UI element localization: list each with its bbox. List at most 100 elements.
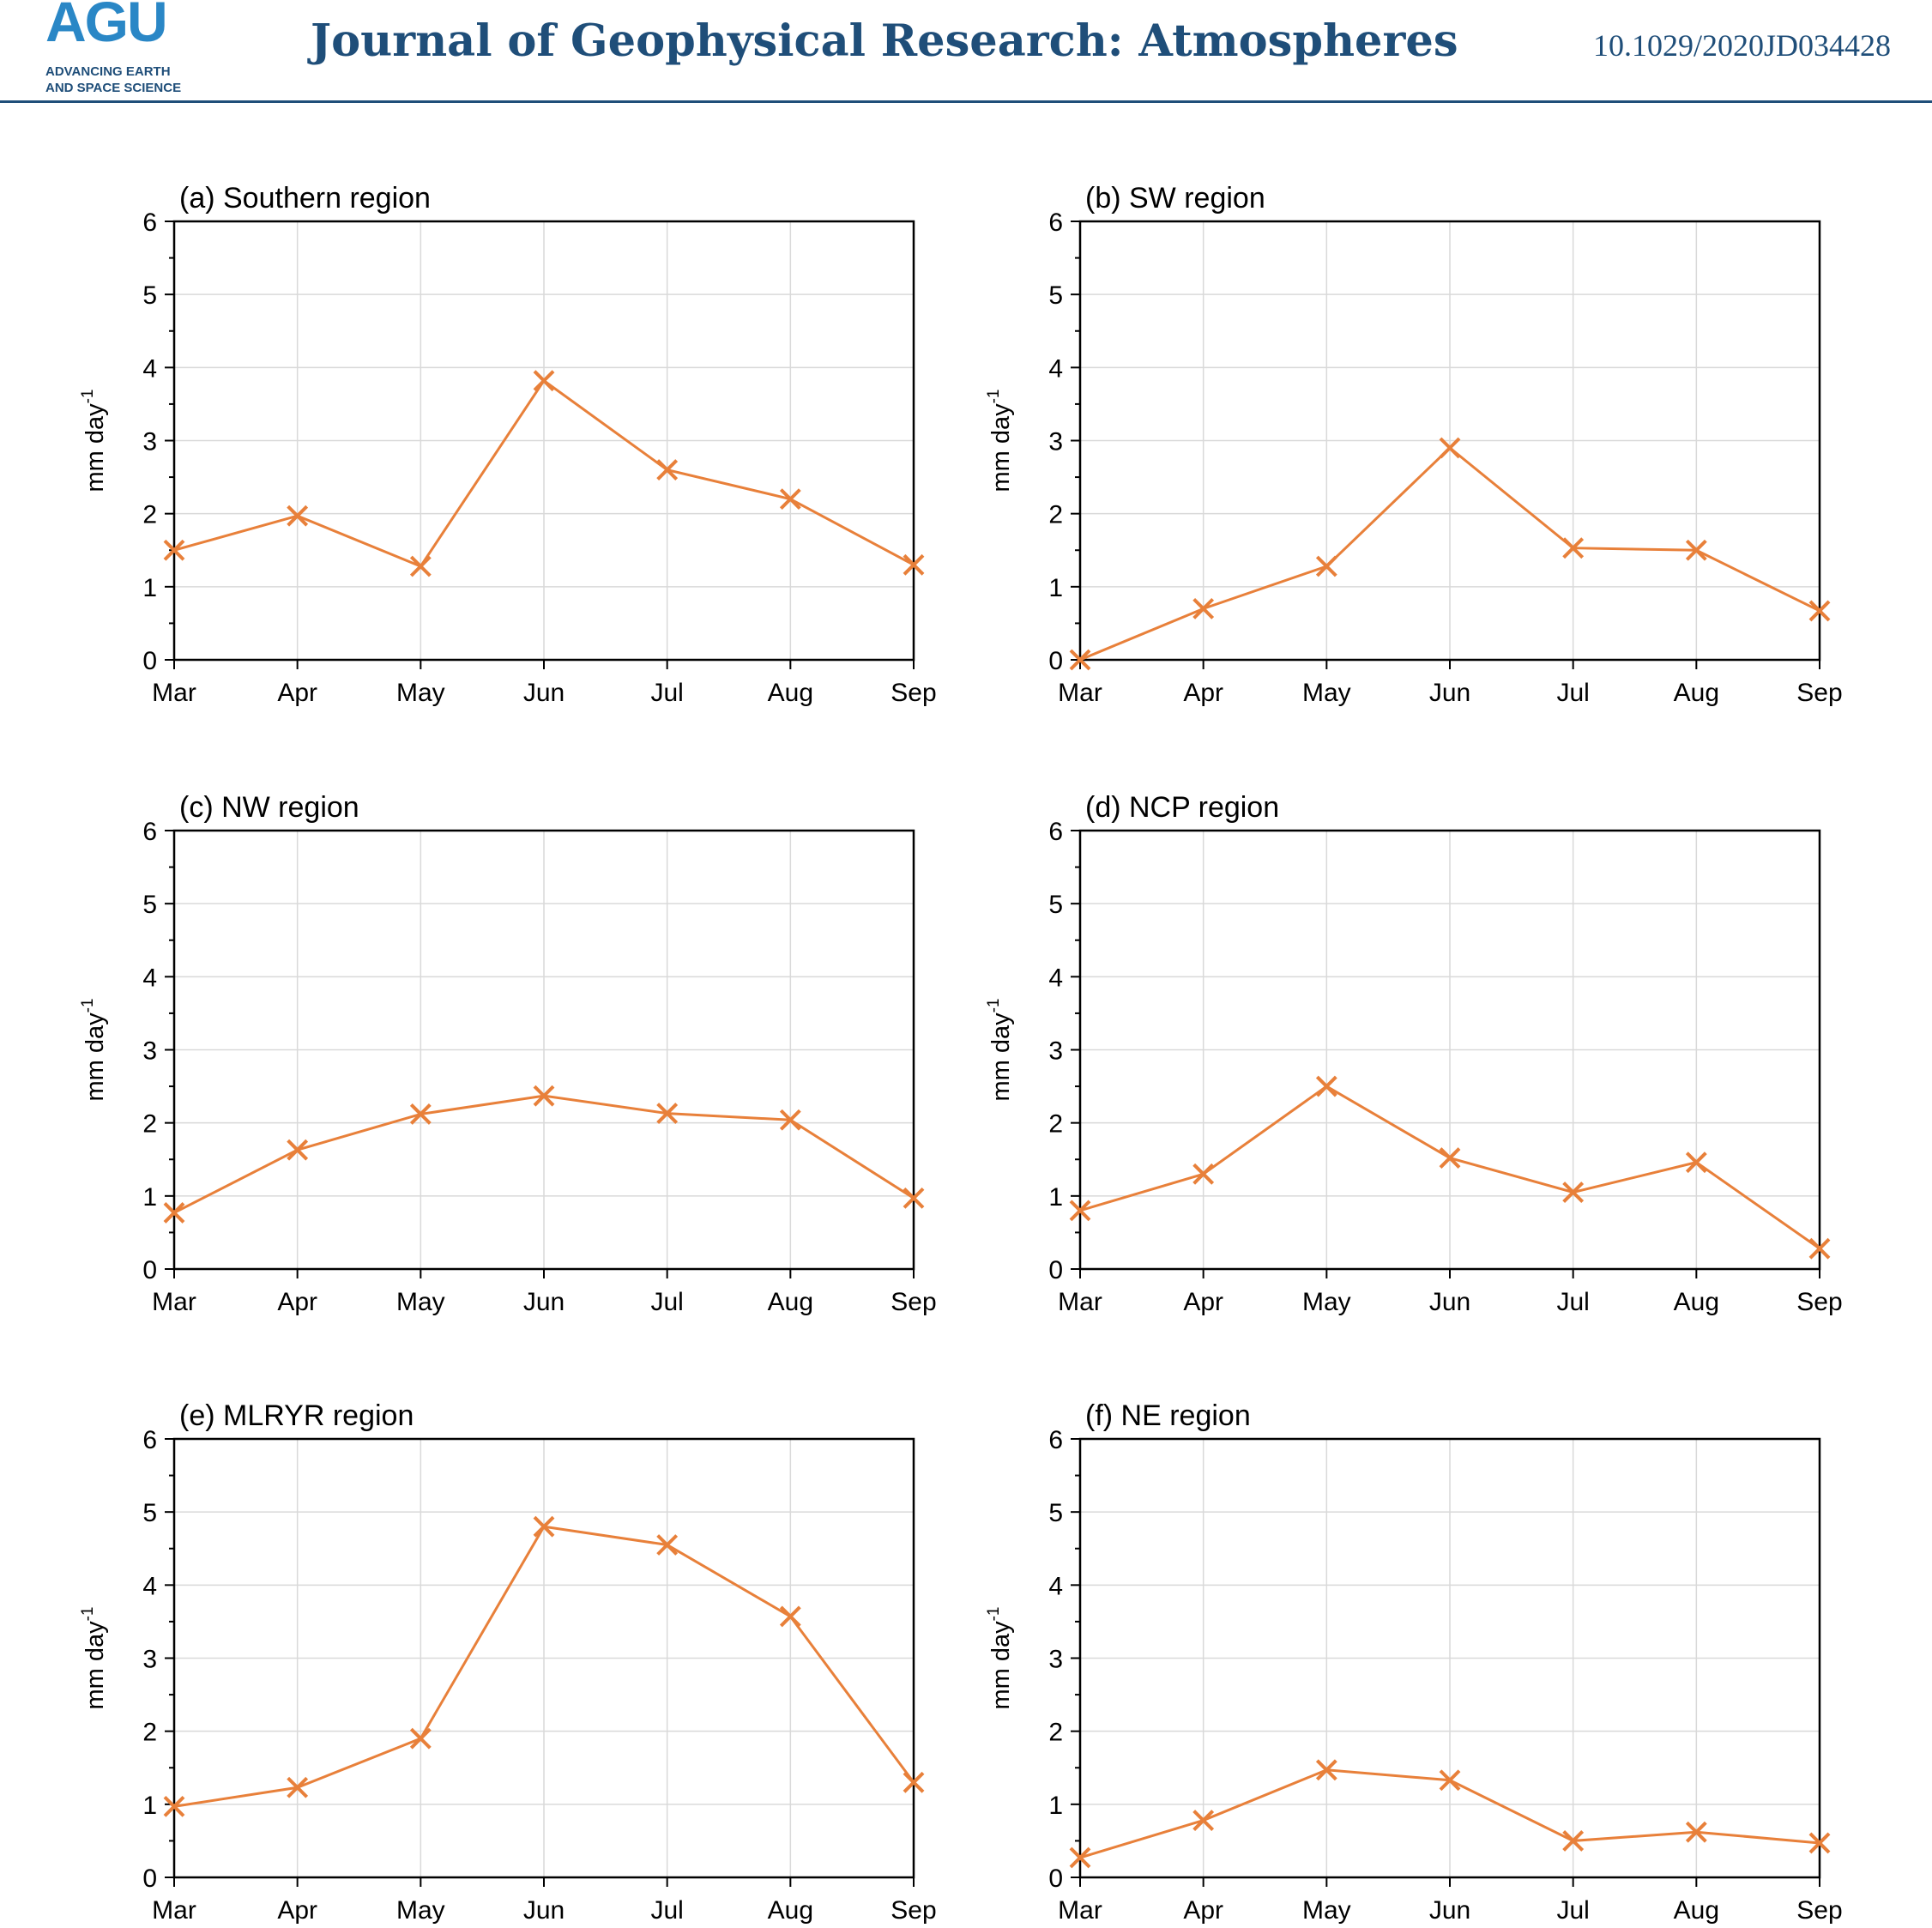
data-point-aug bbox=[1685, 539, 1707, 561]
x-tick-label: Aug bbox=[1674, 1288, 1719, 1316]
y-tick-label: 0 bbox=[142, 1865, 157, 1893]
data-point-sep bbox=[1808, 1832, 1831, 1854]
data-point-jun bbox=[1439, 1769, 1461, 1792]
y-axis-label-exponent: -1 bbox=[985, 389, 1003, 403]
panel-letter: (c) bbox=[179, 791, 221, 824]
data-point-mar bbox=[1069, 649, 1091, 671]
chart-panel-d: 0 1 2 3 4 5 6 Mar Apr May Jun Jul Aug Sep mm day-1 (d) … bbox=[985, 791, 1843, 1316]
x-tick-label: May bbox=[396, 1896, 445, 1925]
x-tick-label: Sep bbox=[891, 1288, 936, 1316]
y-tick-label: 2 bbox=[142, 1110, 157, 1139]
data-point-may bbox=[1315, 1759, 1337, 1781]
agu-logo: AGU ADVANCING EARTH AND SPACE SCIENCE bbox=[39, 0, 197, 96]
region-name: NCP region bbox=[1129, 791, 1279, 824]
x-tick-label: Apr bbox=[1183, 1288, 1223, 1316]
y-tick-label: 1 bbox=[1048, 1792, 1063, 1820]
y-tick-label: 3 bbox=[142, 1646, 157, 1674]
data-point-mar bbox=[163, 1795, 185, 1817]
y-tick-label: 0 bbox=[142, 1256, 157, 1284]
y-tick-label: 4 bbox=[142, 1572, 157, 1600]
x-tick-label: Apr bbox=[277, 679, 317, 707]
y-tick-label: 3 bbox=[1048, 1037, 1063, 1066]
y-tick-label: 0 bbox=[1048, 647, 1063, 675]
data-point-apr bbox=[287, 1776, 309, 1798]
x-tick-label: Jul bbox=[1556, 679, 1589, 707]
data-point-jun bbox=[1439, 437, 1461, 459]
y-tick-label: 5 bbox=[1048, 1499, 1063, 1527]
x-tick-label: Apr bbox=[277, 1288, 317, 1316]
x-tick-label: Mar bbox=[1058, 1288, 1102, 1316]
y-tick-label: 2 bbox=[142, 1719, 157, 1747]
x-tick-label: Jul bbox=[650, 1896, 683, 1925]
header-divider bbox=[0, 100, 1932, 103]
chart-panel-e: 0 1 2 3 4 5 6 Mar Apr May Jun Jul Aug Sep mm day-1 (e) … bbox=[79, 1399, 937, 1925]
logo-mark: AGU bbox=[45, 0, 168, 53]
y-axis-label: mm day-1 bbox=[79, 998, 109, 1101]
x-tick-label: Jul bbox=[650, 1288, 683, 1316]
data-point-aug bbox=[1685, 1151, 1707, 1174]
data-point-apr bbox=[287, 1139, 309, 1161]
x-tick-label: Sep bbox=[891, 1896, 936, 1925]
data-point-aug bbox=[779, 488, 801, 511]
y-axis-label: mm day-1 bbox=[79, 1606, 109, 1709]
data-point-jul bbox=[656, 1103, 679, 1125]
region-name: NE region bbox=[1121, 1399, 1251, 1432]
chart-panel-a: 0 1 2 3 4 5 6 Mar Apr May Jun Jul Aug Sep mm day-1 (a) … bbox=[79, 182, 937, 707]
x-tick-label: Jun bbox=[523, 1896, 565, 1925]
chart-title: (f) NE region bbox=[1085, 1399, 1251, 1432]
y-tick-label: 0 bbox=[142, 647, 157, 675]
data-point-apr bbox=[1192, 1810, 1215, 1831]
y-tick-label: 5 bbox=[142, 281, 157, 310]
y-tick-label: 4 bbox=[1048, 964, 1063, 992]
data-point-mar bbox=[1069, 1200, 1091, 1222]
x-tick-label: Mar bbox=[152, 679, 196, 707]
x-tick-label: Jun bbox=[523, 1288, 565, 1316]
x-tick-label: Sep bbox=[1796, 1288, 1842, 1316]
y-axis-label-exponent: -1 bbox=[985, 1606, 1003, 1621]
x-tick-label: Jun bbox=[523, 679, 565, 707]
y-axis-label-exponent: -1 bbox=[79, 389, 97, 403]
x-tick-label: Aug bbox=[1674, 679, 1719, 707]
y-tick-label: 2 bbox=[1048, 1719, 1063, 1747]
x-tick-label: May bbox=[1302, 1288, 1351, 1316]
x-tick-label: Mar bbox=[152, 1288, 196, 1316]
x-tick-label: Sep bbox=[1796, 679, 1842, 707]
x-tick-label: Jun bbox=[1429, 1288, 1470, 1316]
y-tick-label: 2 bbox=[1048, 1110, 1063, 1139]
data-point-sep bbox=[903, 553, 925, 576]
chart-panel-c: 0 1 2 3 4 5 6 Mar Apr May Jun Jul Aug Sep mm day-1 (c) … bbox=[79, 791, 937, 1316]
y-axis-label: mm day-1 bbox=[79, 389, 109, 492]
y-tick-label: 6 bbox=[1048, 209, 1063, 237]
data-point-mar bbox=[1069, 1846, 1091, 1869]
x-tick-label: May bbox=[1302, 1896, 1351, 1925]
y-tick-label: 4 bbox=[142, 354, 157, 383]
y-tick-label: 3 bbox=[142, 1037, 157, 1066]
chart-title: (b) SW region bbox=[1085, 182, 1265, 215]
x-tick-label: Apr bbox=[1183, 1896, 1223, 1925]
chart-title: (c) NW region bbox=[179, 791, 359, 824]
y-tick-label: 0 bbox=[1048, 1865, 1063, 1893]
y-tick-label: 6 bbox=[142, 1426, 157, 1454]
doi-link[interactable]: 10.1029/2020JD034428 bbox=[1592, 28, 1891, 63]
y-tick-label: 2 bbox=[1048, 501, 1063, 529]
data-point-sep bbox=[1808, 1237, 1831, 1260]
x-tick-label: Aug bbox=[768, 1896, 813, 1925]
y-tick-label: 1 bbox=[1048, 1183, 1063, 1212]
data-point-apr bbox=[1192, 597, 1215, 619]
y-axis-label-exponent: -1 bbox=[79, 1606, 97, 1621]
x-tick-label: Mar bbox=[1058, 1896, 1102, 1925]
x-tick-label: Aug bbox=[768, 679, 813, 707]
x-tick-label: Aug bbox=[768, 1288, 813, 1316]
panel-letter: (d) bbox=[1085, 791, 1129, 824]
y-tick-label: 4 bbox=[1048, 1572, 1063, 1600]
data-point-may bbox=[409, 555, 432, 577]
data-point-apr bbox=[287, 505, 309, 527]
data-point-sep bbox=[903, 1187, 925, 1209]
chart-title: (d) NCP region bbox=[1085, 791, 1279, 824]
y-tick-label: 3 bbox=[142, 428, 157, 456]
y-tick-label: 1 bbox=[142, 1183, 157, 1212]
y-axis-label: mm day-1 bbox=[985, 1606, 1015, 1709]
data-point-aug bbox=[779, 1605, 801, 1628]
y-axis-label-exponent: -1 bbox=[79, 998, 97, 1012]
x-tick-label: Apr bbox=[1183, 679, 1223, 707]
